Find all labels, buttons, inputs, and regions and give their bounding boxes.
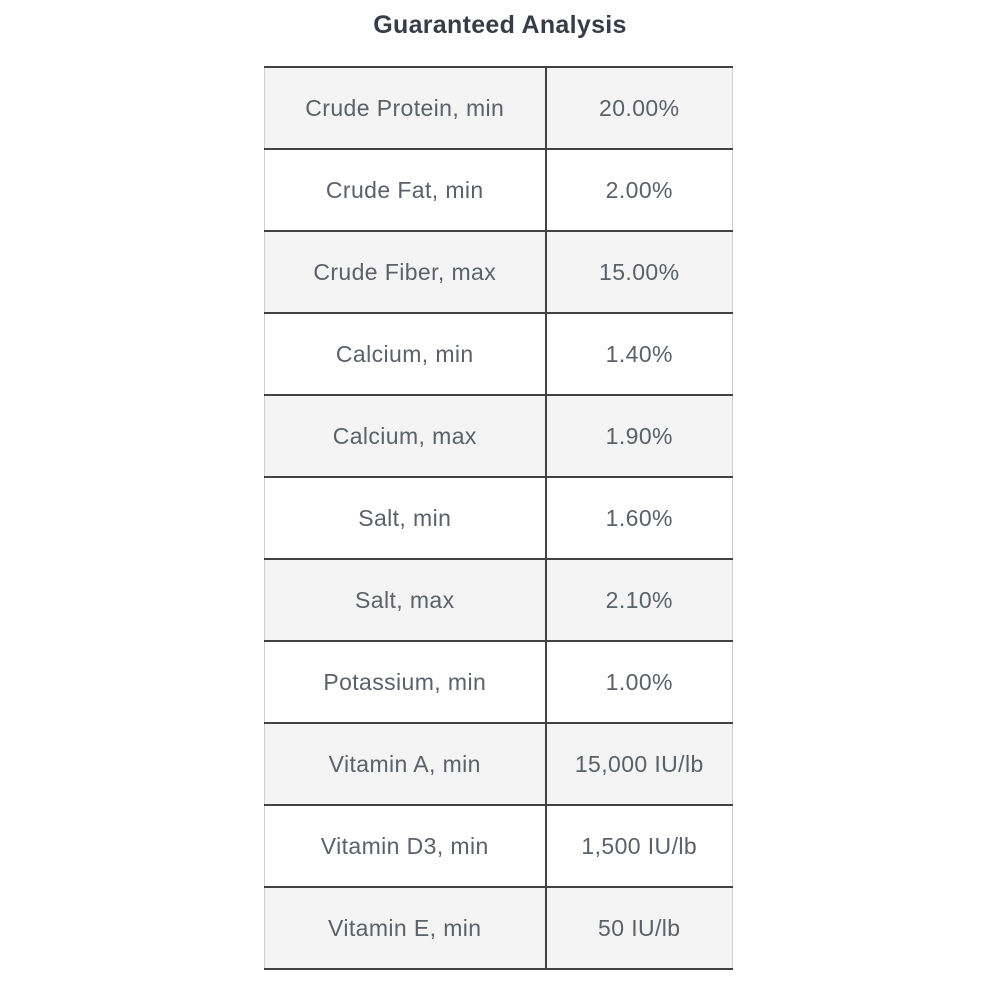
nutrient-label-cell: Vitamin E, min	[264, 886, 547, 970]
nutrient-label-cell: Salt, min	[264, 476, 547, 560]
table-row: Calcium, max 1.90%	[264, 394, 733, 478]
nutrient-label-cell: Crude Fiber, max	[264, 230, 547, 314]
guaranteed-analysis-table: Crude Protein, min 20.00% Crude Fat, min 2.…	[264, 66, 733, 970]
table-row: Vitamin E, min 50 IU/lb	[264, 886, 733, 970]
nutrient-value-cell: 20.00%	[545, 66, 733, 150]
page-title: Guaranteed Analysis	[373, 11, 627, 39]
nutrient-label-cell: Potassium, min	[264, 640, 547, 724]
table-row: Vitamin D3, min 1,500 IU/lb	[264, 804, 733, 888]
nutrient-label-cell: Crude Protein, min	[264, 66, 547, 150]
nutrient-label-cell: Salt, max	[264, 558, 547, 642]
nutrient-value-cell: 15,000 IU/lb	[545, 722, 733, 806]
nutrient-value-cell: 1.60%	[545, 476, 733, 560]
nutrient-label-cell: Calcium, max	[264, 394, 547, 478]
nutrient-label-cell: Crude Fat, min	[264, 148, 547, 232]
nutrient-value-cell: 1.90%	[545, 394, 733, 478]
nutrient-label-cell: Vitamin D3, min	[264, 804, 547, 888]
table-row: Salt, min 1.60%	[264, 476, 733, 560]
table-row: Calcium, min 1.40%	[264, 312, 733, 396]
nutrient-value-cell: 2.00%	[545, 148, 733, 232]
table-row: Potassium, min 1.00%	[264, 640, 733, 724]
nutrient-label-cell: Vitamin A, min	[264, 722, 547, 806]
table-row: Crude Protein, min 20.00%	[264, 66, 733, 150]
nutrient-label-cell: Calcium, min	[264, 312, 547, 396]
table-row: Crude Fiber, max 15.00%	[264, 230, 733, 314]
table-row: Vitamin A, min 15,000 IU/lb	[264, 722, 733, 806]
nutrient-value-cell: 1.40%	[545, 312, 733, 396]
nutrient-value-cell: 50 IU/lb	[545, 886, 733, 970]
analysis-table-body: Crude Protein, min 20.00% Crude Fat, min 2.…	[264, 66, 733, 970]
guaranteed-analysis-table-container: Crude Protein, min 20.00% Crude Fat, min 2.…	[264, 66, 733, 970]
table-row: Salt, max 2.10%	[264, 558, 733, 642]
nutrient-value-cell: 1,500 IU/lb	[545, 804, 733, 888]
nutrient-value-cell: 1.00%	[545, 640, 733, 724]
nutrient-value-cell: 15.00%	[545, 230, 733, 314]
table-row: Crude Fat, min 2.00%	[264, 148, 733, 232]
nutrient-value-cell: 2.10%	[545, 558, 733, 642]
